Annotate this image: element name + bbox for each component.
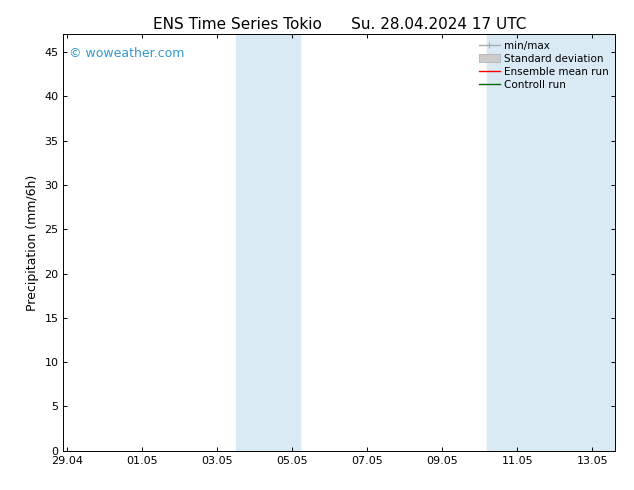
Text: © woweather.com: © woweather.com <box>69 47 184 60</box>
Y-axis label: Precipitation (mm/6h): Precipitation (mm/6h) <box>26 174 39 311</box>
Title: ENS Time Series Tokio      Su. 28.04.2024 17 UTC: ENS Time Series Tokio Su. 28.04.2024 17 … <box>153 17 526 32</box>
Bar <box>236 34 300 451</box>
Legend: min/max, Standard deviation, Ensemble mean run, Controll run: min/max, Standard deviation, Ensemble me… <box>475 36 613 94</box>
Bar <box>488 34 615 451</box>
